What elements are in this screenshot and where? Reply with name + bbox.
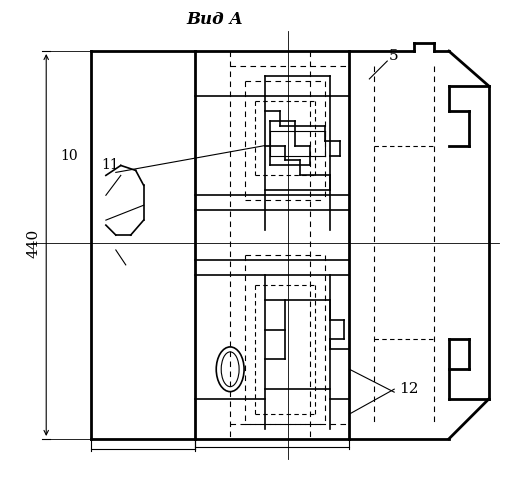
Text: 5: 5 <box>389 49 399 63</box>
Text: 440: 440 <box>26 228 40 258</box>
Text: Вид А: Вид А <box>187 11 244 28</box>
Text: 12: 12 <box>399 382 419 396</box>
Text: 11: 11 <box>101 158 118 173</box>
Text: 10: 10 <box>60 149 78 162</box>
